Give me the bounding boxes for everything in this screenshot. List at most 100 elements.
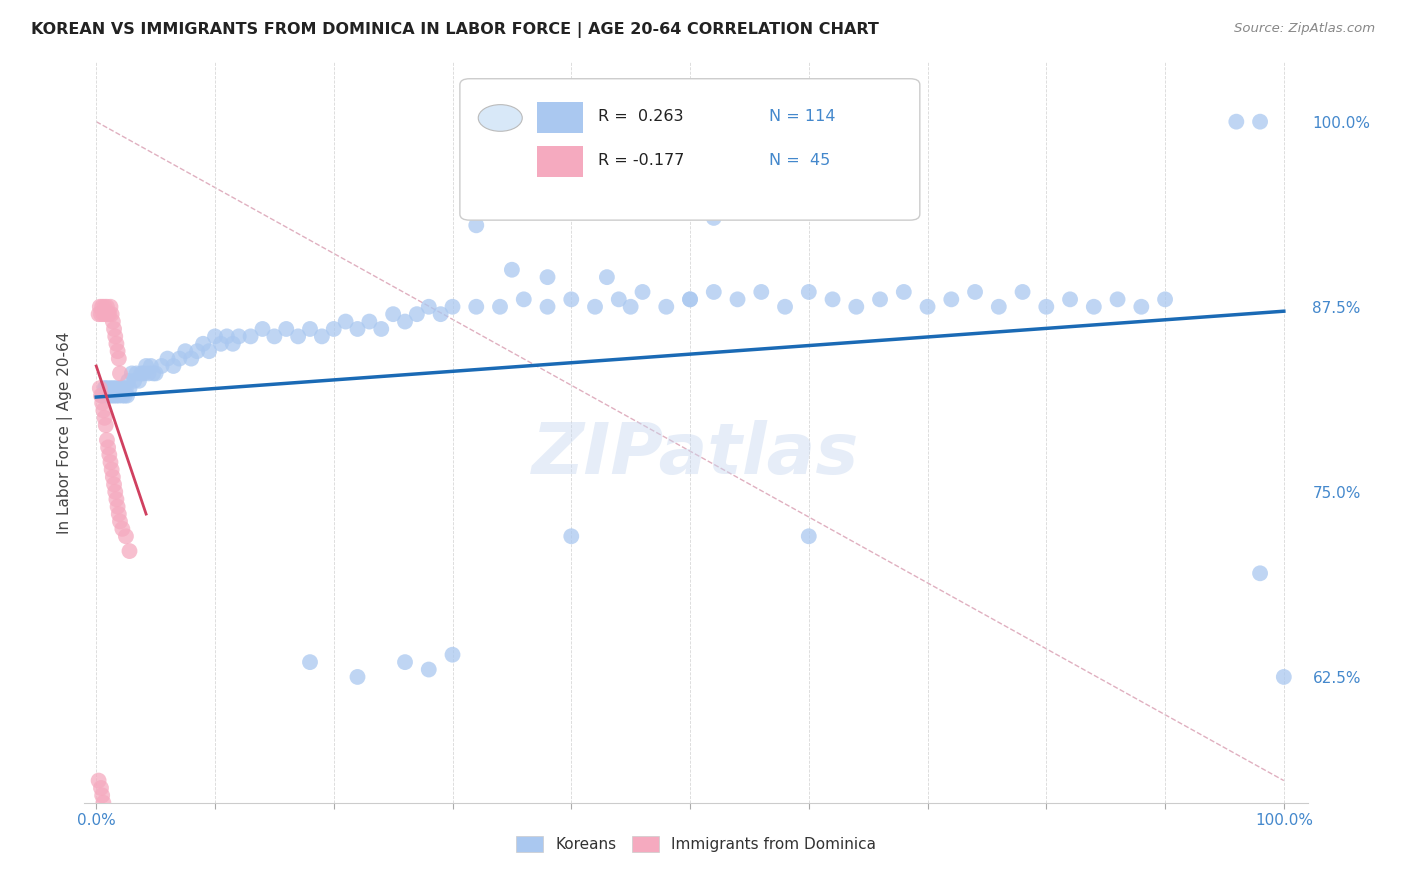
Point [90,307,112,321]
Point [101,315,124,329]
Point [100,307,122,321]
Point [191,336,214,351]
Point [1154,293,1177,307]
Point [94,418,117,433]
Point [198,344,221,359]
Point [276,322,298,336]
Point [394,315,416,329]
Point [631,285,654,299]
Point [655,300,678,314]
Point [115,529,138,543]
Point [1272,670,1295,684]
Point [138,367,160,381]
Point [93,300,115,314]
Point [142,367,165,381]
Point [100,300,122,314]
Point [222,336,245,351]
Point [93,307,115,321]
Point [98,389,121,403]
Point [105,389,128,403]
Point [174,344,197,359]
Point [406,307,429,321]
Point [987,300,1010,314]
Point [122,374,145,388]
Point [128,374,150,388]
Point [87,773,110,788]
Point [204,329,226,343]
Y-axis label: In Labor Force | Age 20-64: In Labor Force | Age 20-64 [58,332,73,533]
Text: ZIPatlas: ZIPatlas [533,420,859,490]
Point [132,367,155,381]
Point [103,477,125,491]
Point [536,270,558,285]
Point [100,455,122,469]
Point [110,381,132,395]
Text: R = -0.177: R = -0.177 [598,153,685,169]
Point [100,381,122,395]
Point [94,381,117,395]
Text: N = 114: N = 114 [769,109,835,124]
Point [513,293,536,307]
Point [429,307,451,321]
Point [101,470,124,484]
Point [215,329,238,343]
Point [107,507,129,521]
Point [97,307,120,321]
Point [620,300,643,314]
Point [111,522,134,536]
Point [97,381,120,395]
Point [104,329,127,343]
Point [465,219,488,233]
Point [679,293,702,307]
Point [370,322,392,336]
Point [118,544,141,558]
Point [186,344,208,359]
Point [298,655,321,669]
Point [111,389,134,403]
Point [727,293,749,307]
Point [845,300,868,314]
Point [252,322,274,336]
Point [941,293,963,307]
Point [322,322,344,336]
Point [91,300,114,314]
Point [105,492,128,507]
Point [104,381,127,395]
Point [107,344,129,359]
Point [1249,566,1271,581]
Point [1035,300,1057,314]
Circle shape [478,104,522,131]
Point [963,285,986,299]
Point [583,300,606,314]
Point [125,367,148,381]
Point [91,389,114,403]
Point [107,351,129,366]
Point [1107,293,1129,307]
Point [112,381,135,395]
Point [93,381,115,395]
Point [441,300,464,314]
Point [96,389,118,403]
Point [441,648,464,662]
Point [93,403,115,417]
Point [311,329,333,343]
Point [560,529,582,543]
Point [917,300,939,314]
Point [89,381,111,395]
Point [115,381,138,395]
Point [90,780,112,795]
Point [359,315,381,329]
Point [749,285,772,299]
Point [117,374,139,388]
Point [797,529,820,543]
Point [162,359,184,373]
Point [100,389,122,403]
Point [156,351,179,366]
Point [703,285,725,299]
Point [560,293,582,307]
Point [101,381,124,395]
Point [97,441,120,455]
Point [1130,300,1153,314]
Point [209,336,232,351]
Point [103,389,125,403]
